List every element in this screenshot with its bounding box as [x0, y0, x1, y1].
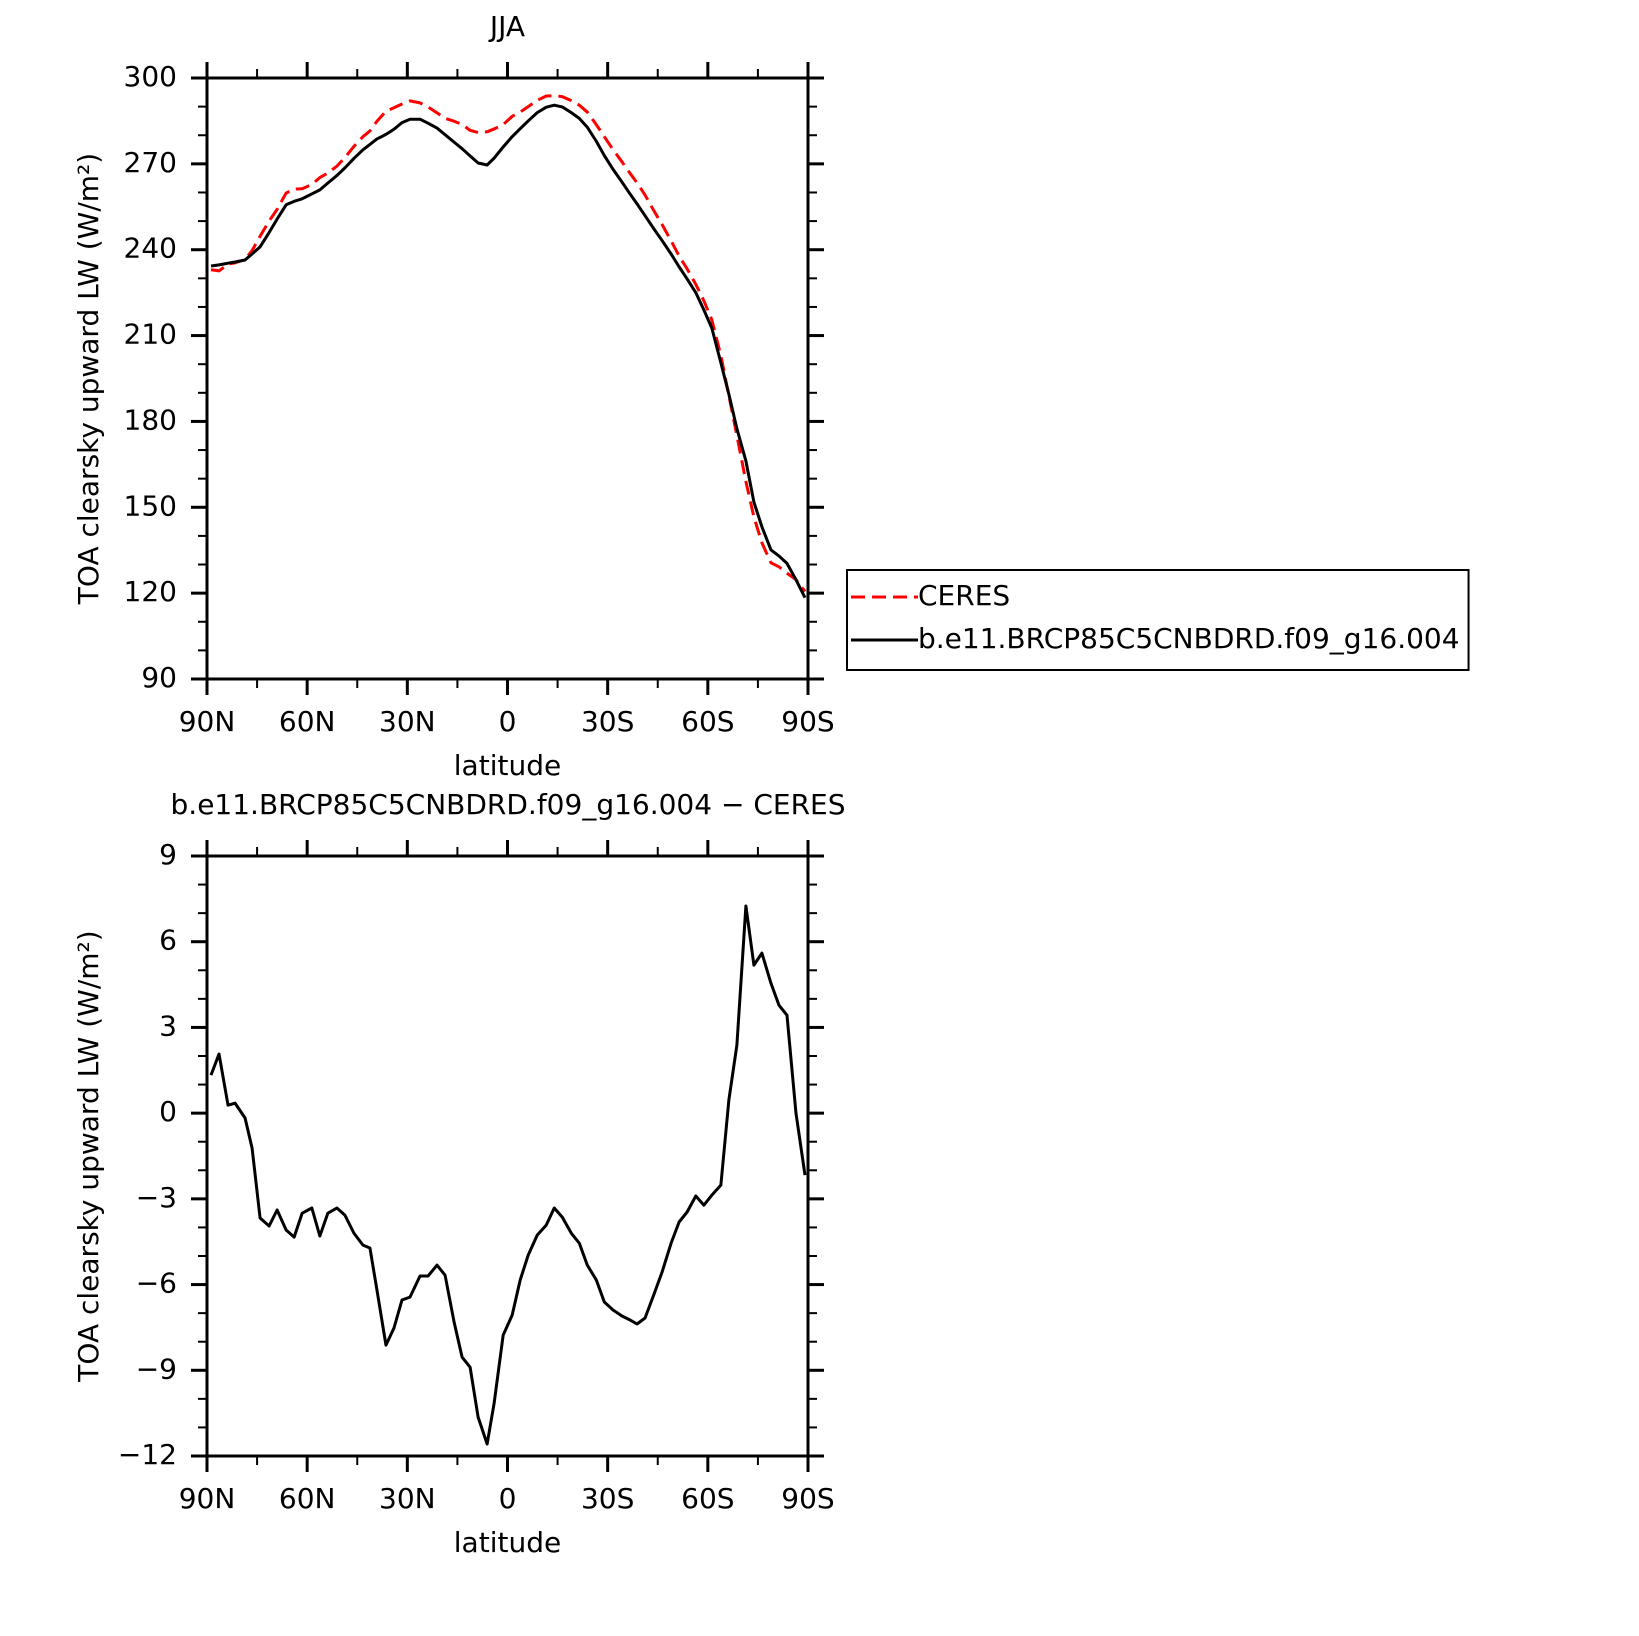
y-tick-label: 270 [124, 146, 177, 179]
y-tick-label: 210 [124, 318, 177, 351]
x-tick-label: 0 [499, 1482, 517, 1515]
data-line [210, 103, 807, 599]
plot-frame [205, 854, 810, 1458]
y-tick-label: 180 [124, 403, 177, 436]
x-tick-label: 60N [279, 1482, 336, 1515]
chart-title: JJA [488, 10, 525, 43]
y-tick-label: 150 [124, 489, 177, 522]
y-tick-label: −12 [118, 1438, 177, 1471]
legend-label: CERES [918, 579, 1010, 612]
x-tick-label: 90S [781, 1482, 834, 1515]
plot-frame [205, 76, 810, 681]
legend-box [846, 569, 1470, 671]
x-tick-label: 0 [499, 705, 517, 738]
y-axis-label: TOA clearsky upward LW (W/m²) [72, 930, 105, 1382]
x-tick-label: 30N [379, 705, 436, 738]
y-tick-label: 0 [159, 1095, 177, 1128]
x-axis-label: latitude [454, 749, 561, 782]
x-tick-label: 30N [379, 1482, 436, 1515]
x-axis-label: latitude [454, 1526, 561, 1559]
y-tick-label: 90 [141, 661, 177, 694]
legend: CERES b.e11.BRCP85C5CNBDRD.f09_g16.004 [846, 569, 1470, 671]
x-tick-label: 90N [179, 705, 236, 738]
y-tick-label: −3 [136, 1181, 177, 1214]
x-tick-label: 30S [581, 1482, 634, 1515]
x-tick-label: 90N [179, 1482, 236, 1515]
x-tick-label: 30S [581, 705, 634, 738]
x-tick-label: 60S [681, 705, 734, 738]
x-tick-label: 60S [681, 1482, 734, 1515]
y-tick-label: 6 [159, 924, 177, 957]
y-tick-label: 9 [159, 838, 177, 871]
chart-title: b.e11.BRCP85C5CNBDRD.f09_g16.004 − CERES [171, 788, 846, 821]
data-line [210, 94, 807, 593]
data-line [209, 904, 807, 1446]
y-tick-label: 120 [124, 575, 177, 608]
x-tick-label: 60N [279, 705, 336, 738]
x-tick-label: 90S [781, 705, 834, 738]
y-tick-label: 300 [124, 60, 177, 93]
y-axis-label: TOA clearsky upward LW (W/m²) [72, 153, 105, 605]
y-tick-label: −9 [136, 1352, 177, 1385]
y-tick-label: 3 [159, 1009, 177, 1042]
y-tick-label: 240 [124, 232, 177, 265]
y-tick-label: −6 [136, 1267, 177, 1300]
legend-label: b.e11.BRCP85C5CNBDRD.f09_g16.004 [918, 622, 1460, 655]
